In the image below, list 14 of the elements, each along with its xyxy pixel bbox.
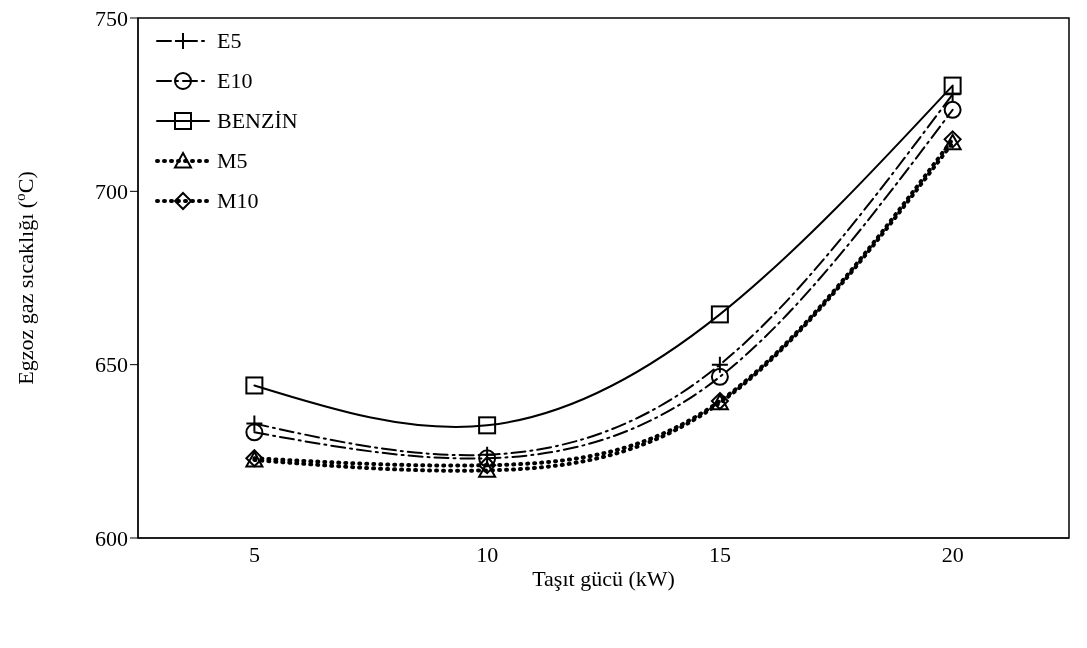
legend-label: E5 — [217, 28, 242, 54]
y-tick-label: 700 — [95, 179, 128, 205]
y-tick-label: 650 — [95, 352, 128, 378]
legend-label: M5 — [217, 148, 248, 174]
y-tick-label: 600 — [95, 525, 128, 551]
legend-label: E10 — [217, 68, 253, 94]
x-tick-label: 10 — [476, 541, 499, 567]
y-tick-label: 750 — [95, 5, 128, 31]
x-tick-label: 15 — [708, 541, 731, 567]
x-axis-title: Taşıt gücü (kW) — [532, 566, 675, 591]
legend-label: M10 — [217, 188, 259, 214]
x-tick-label: 5 — [248, 541, 260, 567]
legend-label: BENZİN — [217, 108, 298, 134]
x-tick-label: 20 — [941, 541, 964, 567]
